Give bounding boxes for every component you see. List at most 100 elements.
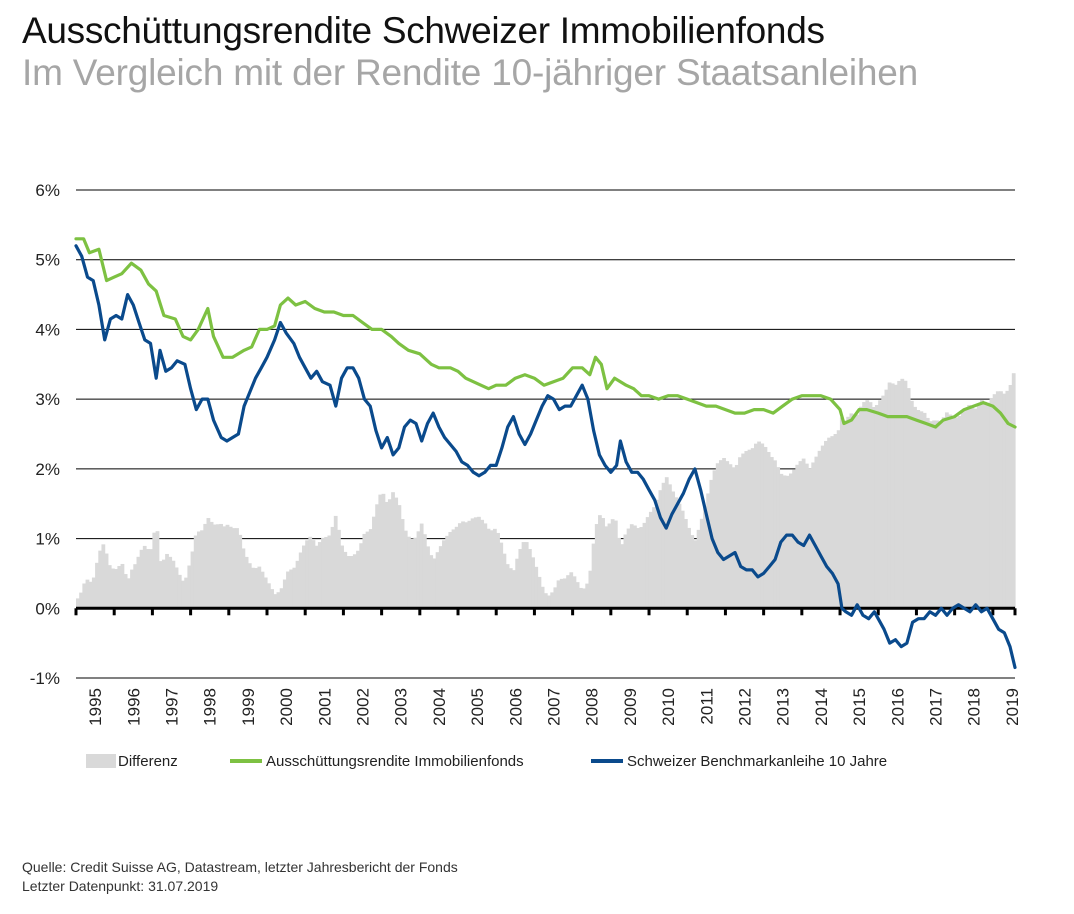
x-tick-label: 2006: [506, 688, 525, 726]
differenz-bar: [983, 401, 987, 609]
differenz-bar: [464, 522, 469, 609]
differenz-bar: [473, 517, 478, 609]
differenz-bar: [906, 388, 911, 609]
differenz-bar: [286, 571, 290, 609]
differenz-bar: [846, 416, 851, 609]
differenz-bar: [111, 568, 115, 609]
differenz-bar: [82, 583, 87, 609]
differenz-bar: [696, 529, 701, 609]
differenz-bar: [276, 592, 281, 609]
differenz-bar: [480, 519, 485, 609]
differenz-bar: [620, 544, 625, 609]
differenz-bar: [244, 556, 249, 609]
differenz-bar: [387, 499, 392, 609]
differenz-bar: [578, 587, 583, 609]
differenz-bar: [645, 517, 650, 609]
differenz-bar: [158, 561, 163, 609]
differenz-bar: [916, 409, 921, 609]
x-tick-label: 2013: [774, 688, 793, 726]
differenz-bar: [372, 516, 376, 609]
differenz-bar: [757, 441, 761, 609]
differenz-bar: [725, 461, 730, 609]
differenz-bar: [343, 551, 348, 609]
differenz-bar: [753, 443, 758, 609]
differenz-bar: [935, 420, 940, 609]
differenz-bar: [671, 491, 676, 609]
differenz-bar: [391, 492, 395, 609]
differenz-bar: [887, 382, 892, 609]
differenz-bar: [165, 553, 169, 609]
x-tick-label: 2003: [392, 688, 411, 726]
differenz-bar: [397, 505, 402, 609]
x-tick-label: 2015: [850, 688, 869, 726]
differenz-bar: [709, 479, 714, 609]
differenz-bar: [524, 542, 529, 609]
differenz-bar: [126, 578, 131, 609]
differenz-bar: [168, 556, 173, 609]
differenz-bar: [139, 549, 144, 609]
differenz-bar: [114, 569, 118, 609]
differenz-bar: [362, 533, 367, 609]
differenz-bar: [257, 566, 262, 609]
differenz-bar: [400, 519, 405, 609]
differenz-bar: [613, 520, 618, 609]
x-tick-label: 2004: [430, 688, 449, 726]
differenz-bar: [120, 563, 125, 609]
differenz-bar: [330, 526, 335, 609]
differenz-bar: [184, 577, 188, 609]
differenz-bar: [270, 589, 274, 609]
benchmark-line: [74, 244, 1017, 670]
x-tick-label: 2008: [583, 688, 602, 726]
differenz-bar: [623, 534, 628, 609]
differenz-bar: [438, 546, 443, 609]
differenz-bar: [518, 549, 523, 609]
differenz-bar: [868, 402, 873, 609]
x-tick-label: 1999: [239, 688, 258, 726]
y-tick-label: 5%: [35, 251, 60, 270]
differenz-bar: [979, 399, 984, 609]
differenz-bar: [750, 448, 755, 609]
differenz-bar: [426, 546, 430, 609]
differenz-bar: [718, 460, 723, 609]
x-axis-tick-labels: 1995 1996 1997 1998 1999 2000 2001 2002 2003 2004…: [86, 688, 1022, 726]
differenz-bar: [203, 523, 208, 609]
differenz-bar: [604, 526, 609, 609]
chart-title: Ausschüttungsrendite Schweizer Immobilie…: [22, 10, 825, 51]
differenz-bar: [193, 535, 198, 609]
differenz-bar: [531, 557, 535, 609]
differenz-bar: [502, 553, 507, 609]
differenz-bar: [874, 405, 879, 609]
differenz-bar: [652, 507, 656, 609]
differenz-bar: [467, 520, 472, 609]
differenz-bar: [575, 582, 580, 609]
differenz-bar: [442, 540, 446, 609]
differenz-bar: [308, 536, 313, 609]
legend-swatch-differenz: [86, 754, 116, 768]
differenz-bar: [944, 412, 949, 609]
differenz-bar: [951, 417, 956, 609]
differenz-bar: [413, 537, 418, 609]
differenz-bar: [416, 531, 421, 609]
differenz-bar: [499, 542, 504, 609]
differenz-bar: [687, 527, 691, 609]
differenz-bar: [957, 415, 962, 609]
differenz-bar: [900, 378, 905, 609]
differenz-bar: [862, 402, 866, 609]
differenz-bar: [836, 430, 841, 609]
differenz-bar: [171, 560, 176, 609]
differenz-bar: [741, 453, 746, 609]
differenz-bar: [661, 482, 666, 609]
differenz-bar: [855, 414, 860, 609]
differenz-bar: [668, 484, 672, 609]
differenz-bar: [607, 523, 612, 609]
differenz-bar: [585, 583, 590, 609]
differenz-bar: [830, 436, 835, 609]
differenz-bar: [712, 470, 717, 609]
differenz-bar: [130, 569, 134, 609]
differenz-bar: [470, 518, 475, 609]
differenz-bar: [483, 523, 488, 609]
differenz-bar: [569, 572, 574, 609]
differenz-bar: [403, 530, 408, 609]
differenz-bar: [352, 554, 357, 609]
